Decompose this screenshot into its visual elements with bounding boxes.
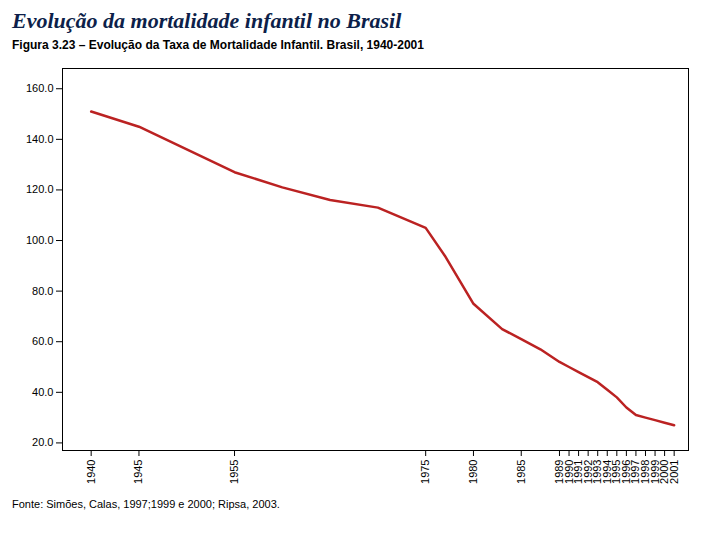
svg-text:20.0: 20.0 [32, 436, 53, 448]
svg-text:1996: 1996 [619, 459, 632, 484]
svg-text:1991: 1991 [572, 459, 585, 484]
svg-text:140.0: 140.0 [26, 133, 54, 145]
svg-text:100.0: 100.0 [26, 234, 54, 246]
svg-text:1994: 1994 [600, 459, 613, 484]
svg-text:1992: 1992 [581, 459, 594, 484]
svg-text:1945: 1945 [132, 460, 144, 484]
html-text:Figura 3.23 – Evolução da Taxa: Figura 3.23 – Evolução da Taxa de Mortal… [12, 38, 424, 52]
svg-text:1995: 1995 [610, 459, 623, 484]
svg-text:2000: 2000 [658, 459, 671, 484]
svg-text:1999: 1999 [648, 459, 661, 484]
svg-text:120.0: 120.0 [26, 183, 54, 195]
svg-text:1998: 1998 [639, 459, 651, 484]
svg-text:2001: 2001 [668, 460, 680, 484]
svg-text:1975: 1975 [419, 460, 431, 484]
html-text:Fonte: Simões, Calas, 1997;199: Fonte: Simões, Calas, 1997;1999 e 2000; … [12, 498, 280, 510]
svg-text:1989: 1989 [553, 459, 565, 484]
svg-text:40.0: 40.0 [32, 386, 53, 398]
svg-text:60.0: 60.0 [32, 335, 53, 347]
svg-text:1993: 1993 [591, 459, 604, 484]
html-text:Evolução da mortalidade infant: Evolução da mortalidade infantil no Bras… [12, 8, 402, 33]
svg-text:1990: 1990 [562, 459, 575, 484]
svg-text:1980: 1980 [467, 460, 479, 484]
svg-text:80.0: 80.0 [32, 285, 53, 297]
svg-text:1940: 1940 [85, 460, 97, 484]
svg-text:1955: 1955 [228, 460, 240, 484]
svg-text:1997: 1997 [629, 459, 642, 484]
svg-text:1985: 1985 [515, 460, 527, 484]
svg-text:160.0: 160.0 [26, 82, 54, 94]
